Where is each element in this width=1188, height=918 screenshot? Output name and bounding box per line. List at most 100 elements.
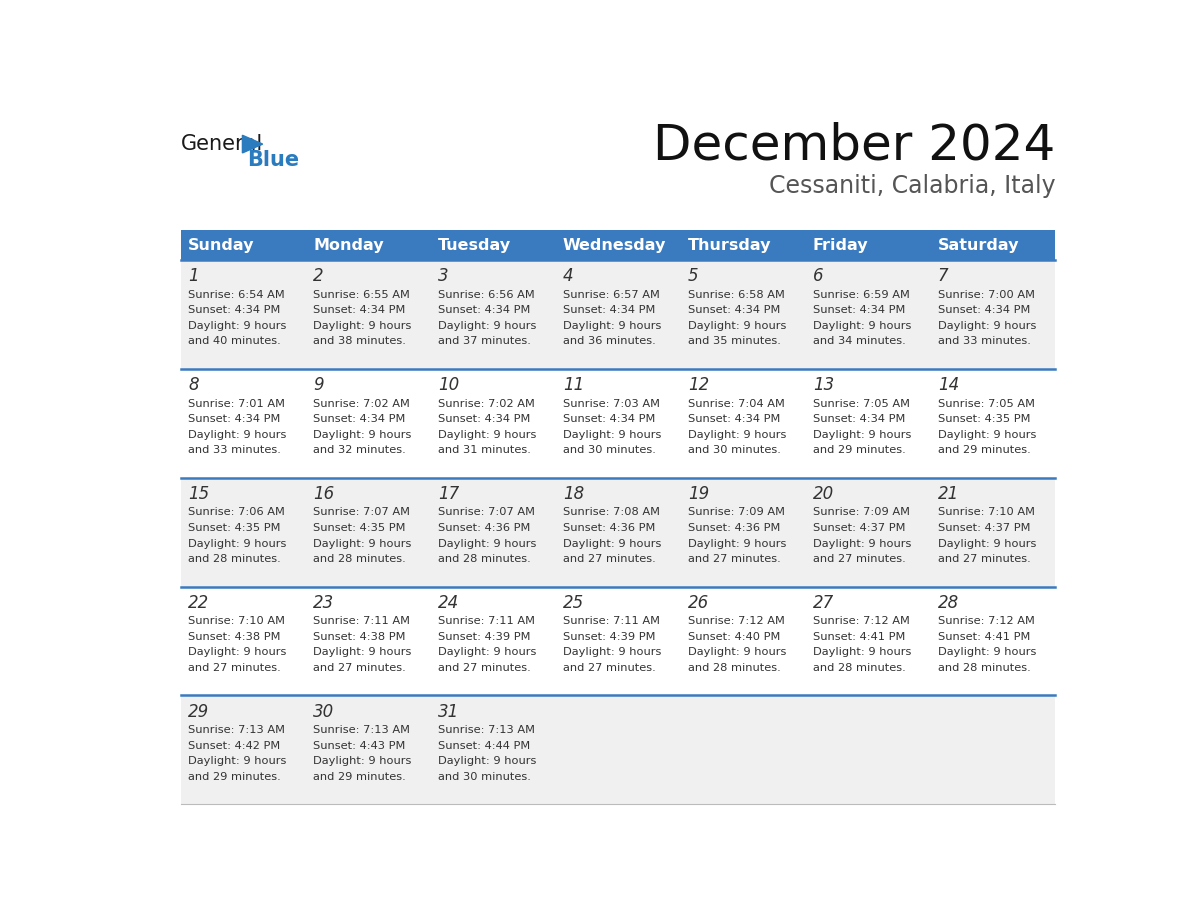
Text: Daylight: 9 hours: Daylight: 9 hours [563,539,662,549]
Text: and 29 minutes.: and 29 minutes. [937,445,1030,455]
Text: Sunrise: 7:05 AM: Sunrise: 7:05 AM [937,398,1035,409]
Text: Daylight: 9 hours: Daylight: 9 hours [937,647,1036,657]
Text: 8: 8 [188,376,198,394]
Text: and 27 minutes.: and 27 minutes. [314,663,406,673]
Text: Sunset: 4:34 PM: Sunset: 4:34 PM [937,306,1030,315]
Text: and 29 minutes.: and 29 minutes. [314,772,406,782]
Text: and 28 minutes.: and 28 minutes. [438,554,531,564]
Text: Sunrise: 6:55 AM: Sunrise: 6:55 AM [314,290,410,299]
Text: and 29 minutes.: and 29 minutes. [813,445,905,455]
Text: Sunrise: 7:11 AM: Sunrise: 7:11 AM [314,616,410,626]
Text: 3: 3 [438,267,449,285]
Text: Sunset: 4:40 PM: Sunset: 4:40 PM [688,632,781,642]
Text: 4: 4 [563,267,574,285]
Text: and 31 minutes.: and 31 minutes. [438,445,531,455]
Text: Sunset: 4:34 PM: Sunset: 4:34 PM [188,306,280,315]
Text: 16: 16 [314,485,334,503]
Text: Sunset: 4:34 PM: Sunset: 4:34 PM [188,414,280,424]
Text: Sunrise: 7:09 AM: Sunrise: 7:09 AM [688,508,785,518]
Text: Daylight: 9 hours: Daylight: 9 hours [188,430,286,440]
Text: Sunset: 4:34 PM: Sunset: 4:34 PM [314,414,405,424]
Text: Sunset: 4:34 PM: Sunset: 4:34 PM [563,306,656,315]
Text: Sunset: 4:36 PM: Sunset: 4:36 PM [438,523,530,533]
Text: and 28 minutes.: and 28 minutes. [188,554,280,564]
Text: 15: 15 [188,485,209,503]
Text: 26: 26 [688,594,709,611]
Text: Sunset: 4:34 PM: Sunset: 4:34 PM [813,414,905,424]
Text: Sunrise: 7:07 AM: Sunrise: 7:07 AM [314,508,410,518]
Text: Sunrise: 6:57 AM: Sunrise: 6:57 AM [563,290,659,299]
Text: 17: 17 [438,485,460,503]
Text: Sunrise: 7:08 AM: Sunrise: 7:08 AM [563,508,661,518]
Text: and 35 minutes.: and 35 minutes. [688,336,781,346]
Text: 21: 21 [937,485,959,503]
Bar [181,260,1055,369]
Text: Sunrise: 7:02 AM: Sunrise: 7:02 AM [314,398,410,409]
Text: and 29 minutes.: and 29 minutes. [188,772,280,782]
Text: Sunrise: 7:11 AM: Sunrise: 7:11 AM [563,616,661,626]
Text: 20: 20 [813,485,834,503]
Text: Sunset: 4:37 PM: Sunset: 4:37 PM [813,523,905,533]
Text: Sunset: 4:34 PM: Sunset: 4:34 PM [688,306,781,315]
Text: Daylight: 9 hours: Daylight: 9 hours [314,756,411,767]
Text: Sunset: 4:39 PM: Sunset: 4:39 PM [438,632,531,642]
Text: Sunrise: 7:09 AM: Sunrise: 7:09 AM [813,508,910,518]
Text: and 36 minutes.: and 36 minutes. [563,336,656,346]
Text: Daylight: 9 hours: Daylight: 9 hours [438,647,536,657]
Text: Daylight: 9 hours: Daylight: 9 hours [438,539,536,549]
Text: 5: 5 [688,267,699,285]
Text: Sunrise: 6:59 AM: Sunrise: 6:59 AM [813,290,910,299]
Text: 22: 22 [188,594,209,611]
Text: 27: 27 [813,594,834,611]
Text: Sunrise: 7:05 AM: Sunrise: 7:05 AM [813,398,910,409]
Text: and 27 minutes.: and 27 minutes. [937,554,1030,564]
Text: 11: 11 [563,376,584,394]
Text: 13: 13 [813,376,834,394]
Text: Daylight: 9 hours: Daylight: 9 hours [813,539,911,549]
Text: and 27 minutes.: and 27 minutes. [688,554,781,564]
Text: and 28 minutes.: and 28 minutes. [937,663,1030,673]
Text: Daylight: 9 hours: Daylight: 9 hours [188,647,286,657]
Text: 30: 30 [314,702,334,721]
Text: Sunrise: 7:10 AM: Sunrise: 7:10 AM [188,616,285,626]
Text: 12: 12 [688,376,709,394]
Text: and 32 minutes.: and 32 minutes. [314,445,406,455]
Bar [181,587,1055,696]
Text: Thursday: Thursday [688,238,771,252]
Text: Daylight: 9 hours: Daylight: 9 hours [438,430,536,440]
Text: Sunrise: 7:12 AM: Sunrise: 7:12 AM [688,616,785,626]
Text: Daylight: 9 hours: Daylight: 9 hours [688,539,786,549]
Text: and 27 minutes.: and 27 minutes. [813,554,905,564]
Text: Daylight: 9 hours: Daylight: 9 hours [937,539,1036,549]
Text: Sunset: 4:38 PM: Sunset: 4:38 PM [314,632,405,642]
Text: Sunrise: 7:11 AM: Sunrise: 7:11 AM [438,616,535,626]
Text: and 30 minutes.: and 30 minutes. [563,445,656,455]
Text: and 27 minutes.: and 27 minutes. [188,663,280,673]
Text: Daylight: 9 hours: Daylight: 9 hours [188,539,286,549]
Text: Sunset: 4:34 PM: Sunset: 4:34 PM [813,306,905,315]
Text: and 37 minutes.: and 37 minutes. [438,336,531,346]
Text: and 34 minutes.: and 34 minutes. [813,336,905,346]
Text: 24: 24 [438,594,460,611]
Text: Sunrise: 6:54 AM: Sunrise: 6:54 AM [188,290,285,299]
Text: and 28 minutes.: and 28 minutes. [813,663,905,673]
Text: Blue: Blue [247,150,299,170]
Text: Sunrise: 7:04 AM: Sunrise: 7:04 AM [688,398,785,409]
Text: and 33 minutes.: and 33 minutes. [937,336,1031,346]
Text: Daylight: 9 hours: Daylight: 9 hours [937,430,1036,440]
Text: and 27 minutes.: and 27 minutes. [563,554,656,564]
Text: Daylight: 9 hours: Daylight: 9 hours [688,647,786,657]
Text: 18: 18 [563,485,584,503]
Text: Daylight: 9 hours: Daylight: 9 hours [188,320,286,330]
Text: Sunset: 4:38 PM: Sunset: 4:38 PM [188,632,280,642]
Text: 31: 31 [438,702,460,721]
Text: 23: 23 [314,594,334,611]
Text: Daylight: 9 hours: Daylight: 9 hours [563,647,662,657]
Text: Sunrise: 6:56 AM: Sunrise: 6:56 AM [438,290,535,299]
Text: Daylight: 9 hours: Daylight: 9 hours [314,320,411,330]
Text: Daylight: 9 hours: Daylight: 9 hours [438,756,536,767]
Text: 19: 19 [688,485,709,503]
Text: Daylight: 9 hours: Daylight: 9 hours [813,430,911,440]
Text: Sunset: 4:35 PM: Sunset: 4:35 PM [314,523,405,533]
Text: Sunrise: 7:00 AM: Sunrise: 7:00 AM [937,290,1035,299]
